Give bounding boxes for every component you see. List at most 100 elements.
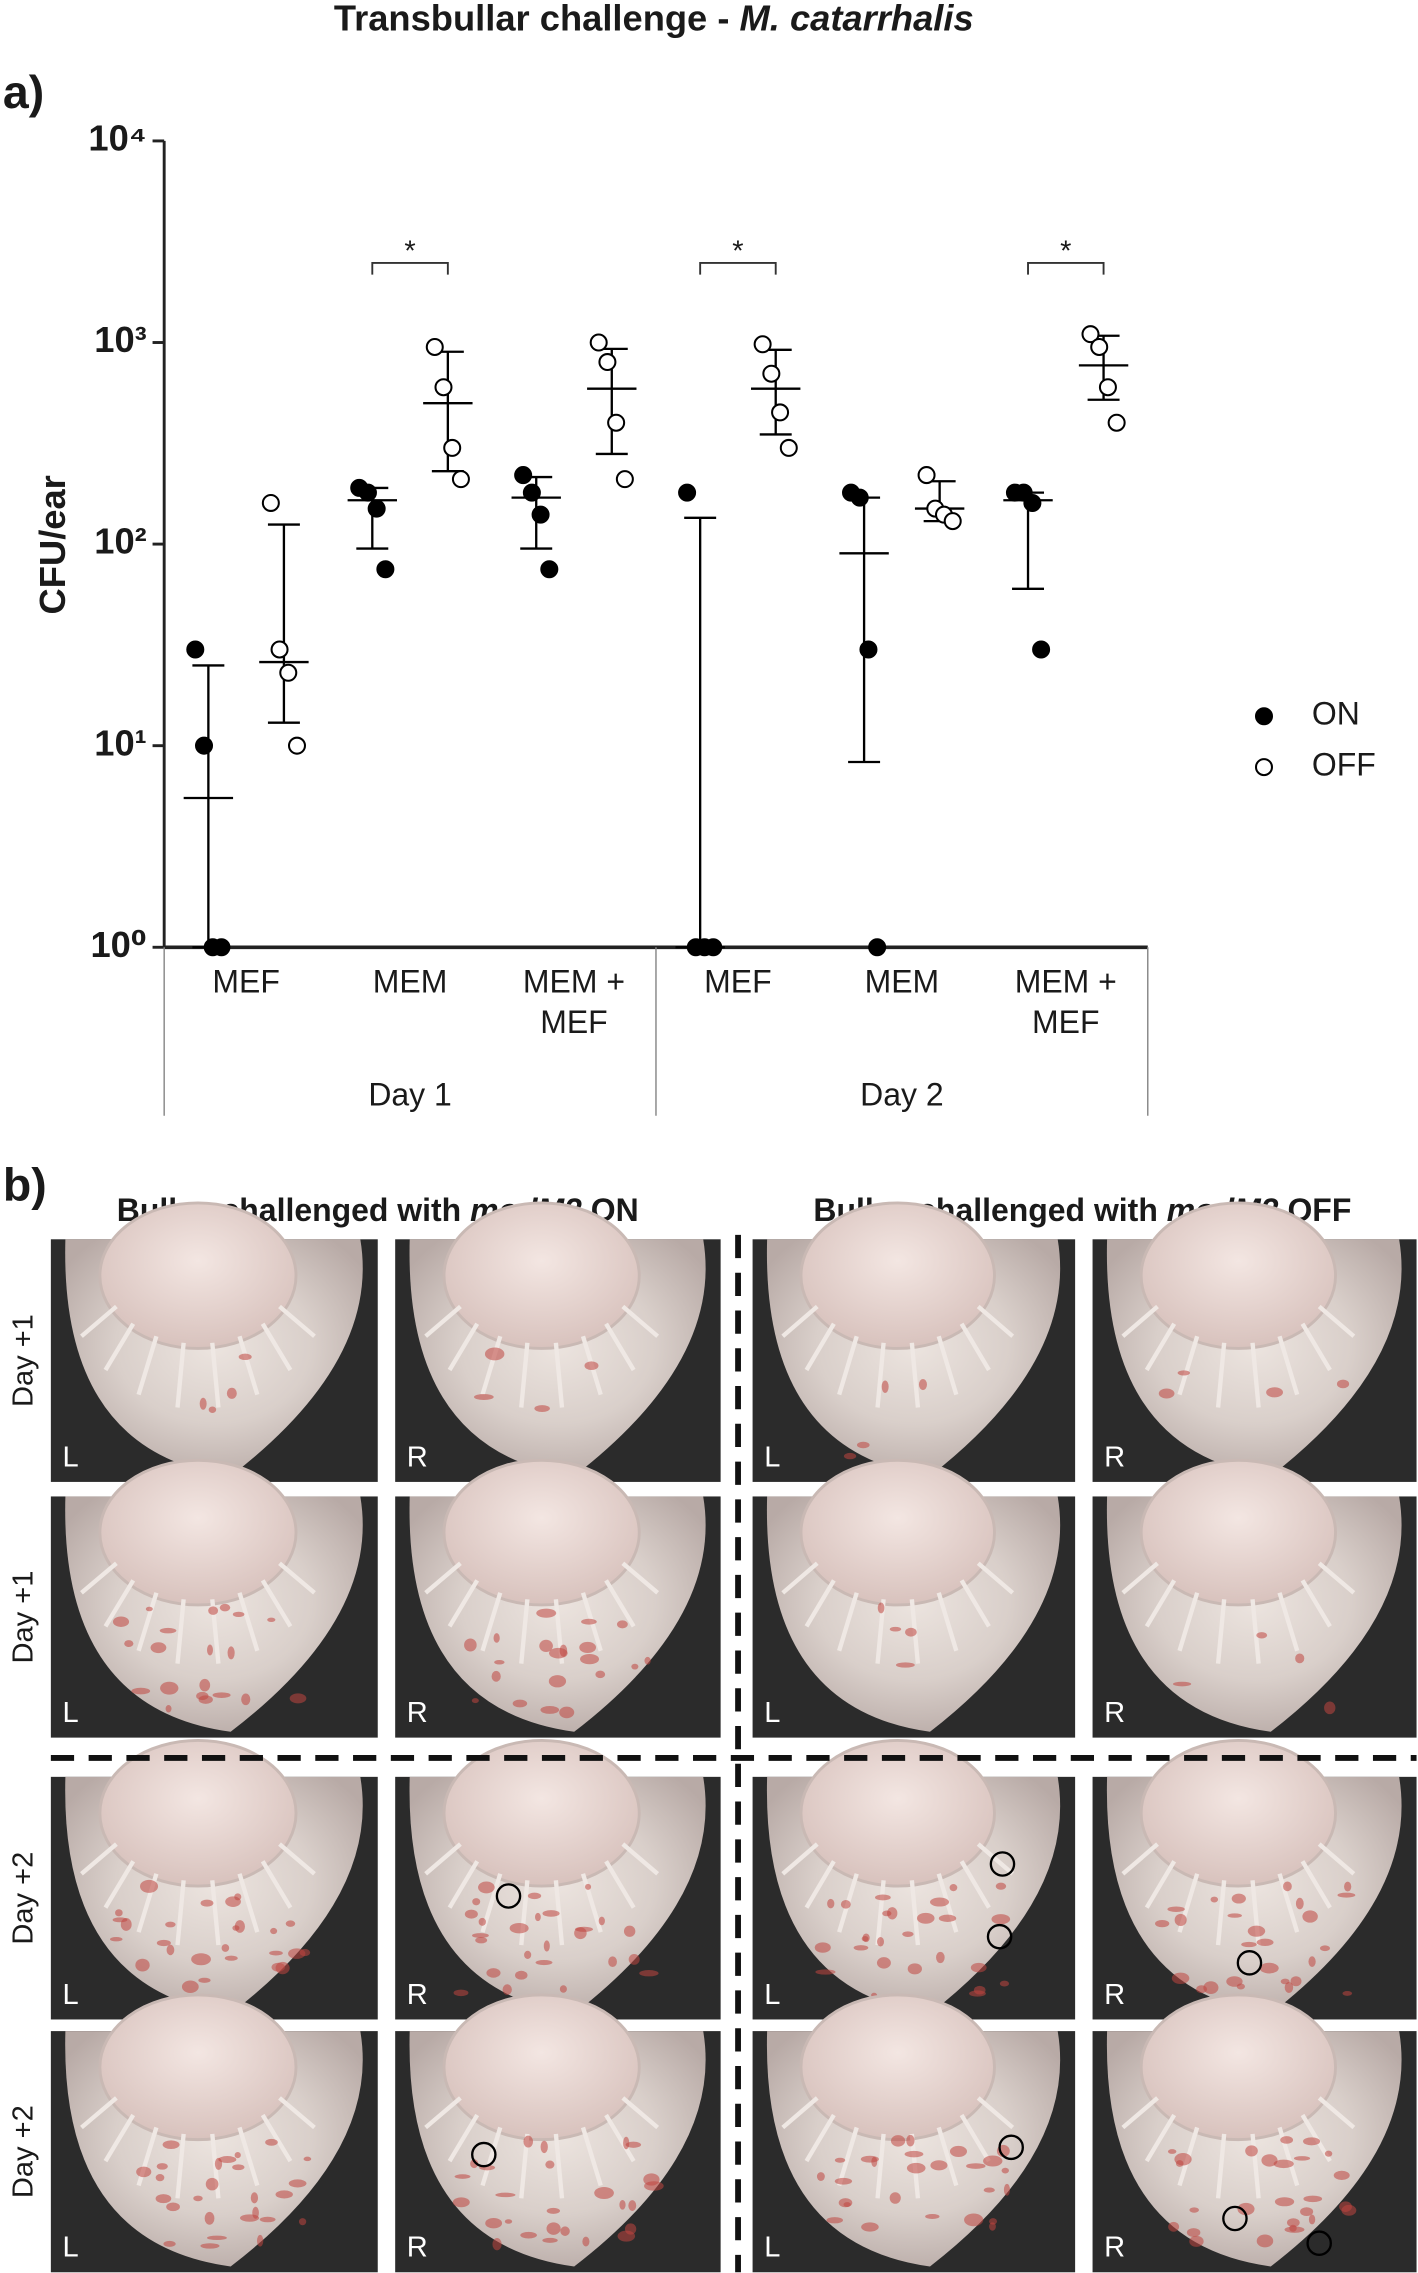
significance-bracket [699,262,777,275]
tissue-spot [1237,2202,1255,2216]
side-label: L [62,1979,78,2011]
tissue-spot [625,2141,642,2148]
bulla-rib [781,1842,819,1876]
data-point [704,938,723,957]
tissue-spot [906,2162,926,2174]
bulla-rib [837,1335,859,1396]
tissue-spot [136,2166,152,2178]
tissue-spot [918,1378,927,1391]
bulla-rib [1144,1579,1177,1628]
bulla-cap [799,1201,996,1350]
bulla-rib [447,1322,480,1372]
bulla-cap [442,1458,641,1607]
bulla-rib [976,1561,1015,1595]
bulla-cap [98,1458,298,1607]
side-label: R [1104,2232,1125,2264]
highlight-circle [998,2134,1024,2161]
tissue-spot [156,1939,171,1947]
data-point [514,466,533,485]
side-label: R [407,2232,428,2264]
bulla-rib [80,1561,118,1595]
tissue-spot [581,1618,597,1625]
tissue-spot [1256,2234,1274,2248]
x-tick-label: MEM + MEF [1014,963,1117,1041]
tissue-spot [527,1892,542,1900]
tissue-spot [644,2181,664,2191]
bulla-rib [175,1880,186,1946]
tissue-spot [166,2202,180,2212]
tissue-spot [930,1897,950,1907]
bulla-rib [447,1860,480,1909]
data-point [1107,413,1126,432]
tissue-spot [504,2219,513,2224]
tissue-spot [163,2240,176,2247]
bulla-rib [804,1322,836,1372]
side-label: R [1104,1697,1125,1729]
data-point [287,736,307,755]
tissue-spot [492,2238,502,2251]
photo: L [50,1458,378,1738]
bulla-cap [442,1993,641,2142]
title-text: Transbullar challenge - [334,0,740,38]
tissue-spot [623,2136,630,2150]
tissue-spot [559,1706,575,1719]
significance-label: * [1060,235,1071,267]
tissue-spot [1186,2228,1201,2237]
tissue-spot [112,1917,128,1923]
tissue-spot [535,1912,541,1922]
tissue-spot [219,1603,231,1612]
bulla-rib [260,1860,293,1909]
bulla-rib [604,1860,636,1909]
x-tick-label-box: MEM + MEF [1014,963,1117,1041]
bulla-rib [1121,1842,1159,1876]
tissue-spot [198,1695,213,1704]
bulla-rib [260,1322,293,1372]
photo: R [1092,1201,1417,1482]
tissue-spot [882,1910,892,1917]
tissue-spot [1261,2154,1278,2167]
tissue-spot [907,1963,922,1975]
data-point [195,736,214,755]
bulla-rib [237,1592,260,1652]
data-point [771,403,790,422]
tissue-spot [270,1927,278,1935]
data-point [943,512,962,531]
tissue-spot [644,1656,651,1665]
tissue-spot [628,2200,637,2212]
tissue-spot [470,2159,479,2169]
group-label: Day 2 [860,1076,943,1112]
data-point [367,499,386,518]
x-tick-label-box: MEM [372,963,448,1000]
tissue-spot [1167,2149,1177,2154]
side-label: R [407,1441,428,1473]
bulla-rib [1277,1335,1300,1396]
tissue-spot [1171,1972,1190,1984]
tissue-spot [160,1681,179,1695]
significance-bracket [371,262,449,275]
tissue-spot [861,1936,869,1942]
row-label: Day +2 [7,2105,39,2198]
tissue-spot [887,1907,898,1920]
legend-marker [1254,758,1274,777]
data-point [531,505,550,524]
tissue-spot [1289,2224,1297,2232]
tissue-spot [989,2218,997,2225]
tissue-spot [478,1917,486,1926]
tissue-spot [1189,2235,1204,2247]
tissue-spot [905,1627,917,1637]
bulla-rib [837,1592,859,1652]
tissue-spot [453,1989,469,1997]
tissue-spot [560,2226,570,2236]
tissue-spot [631,1663,639,1670]
tissue-spot [853,1945,869,1951]
tissue-spot [110,1937,123,1942]
tissue-spot [265,2138,278,2146]
tissue-spot [628,1953,640,1965]
tissue-spot [559,1985,567,1993]
x-tick-label: MEM [372,963,448,1000]
tissue-spot [289,1693,307,1704]
bulla-rib [781,1304,819,1338]
bulla-rib [260,2113,293,2163]
x-tick-label-box: MEF [212,963,279,999]
bulla-rib [1317,1842,1356,1876]
